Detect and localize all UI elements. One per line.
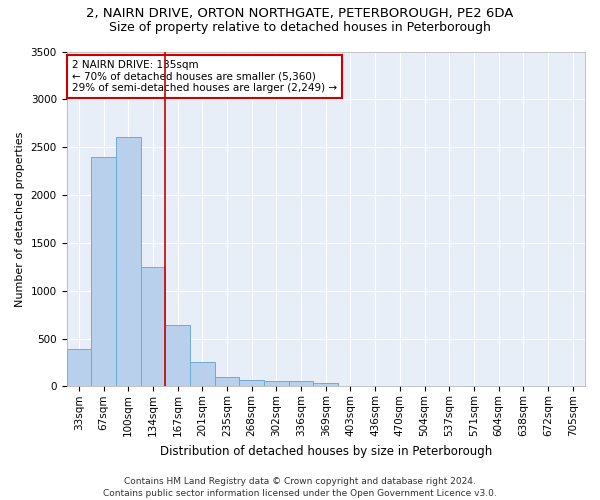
- Bar: [67, 349, 91, 387]
- Text: Size of property relative to detached houses in Peterborough: Size of property relative to detached ho…: [109, 21, 491, 34]
- Bar: [239, 380, 264, 386]
- Text: Contains HM Land Registry data © Crown copyright and database right 2024.
Contai: Contains HM Land Registry data © Crown c…: [103, 476, 497, 498]
- Bar: [190, 362, 215, 386]
- Bar: [165, 325, 190, 386]
- Text: 2, NAIRN DRIVE, ORTON NORTHGATE, PETERBOROUGH, PE2 6DA: 2, NAIRN DRIVE, ORTON NORTHGATE, PETERBO…: [86, 8, 514, 20]
- Bar: [140, 267, 165, 386]
- Bar: [91, 157, 116, 386]
- Bar: [264, 380, 289, 386]
- X-axis label: Distribution of detached houses by size in Peterborough: Distribution of detached houses by size …: [160, 444, 492, 458]
- Bar: [313, 382, 338, 386]
- Bar: [215, 377, 239, 386]
- Bar: [289, 381, 313, 386]
- Text: 2 NAIRN DRIVE: 135sqm
← 70% of detached houses are smaller (5,360)
29% of semi-d: 2 NAIRN DRIVE: 135sqm ← 70% of detached …: [72, 60, 337, 93]
- Bar: [116, 136, 140, 386]
- Y-axis label: Number of detached properties: Number of detached properties: [15, 132, 25, 306]
